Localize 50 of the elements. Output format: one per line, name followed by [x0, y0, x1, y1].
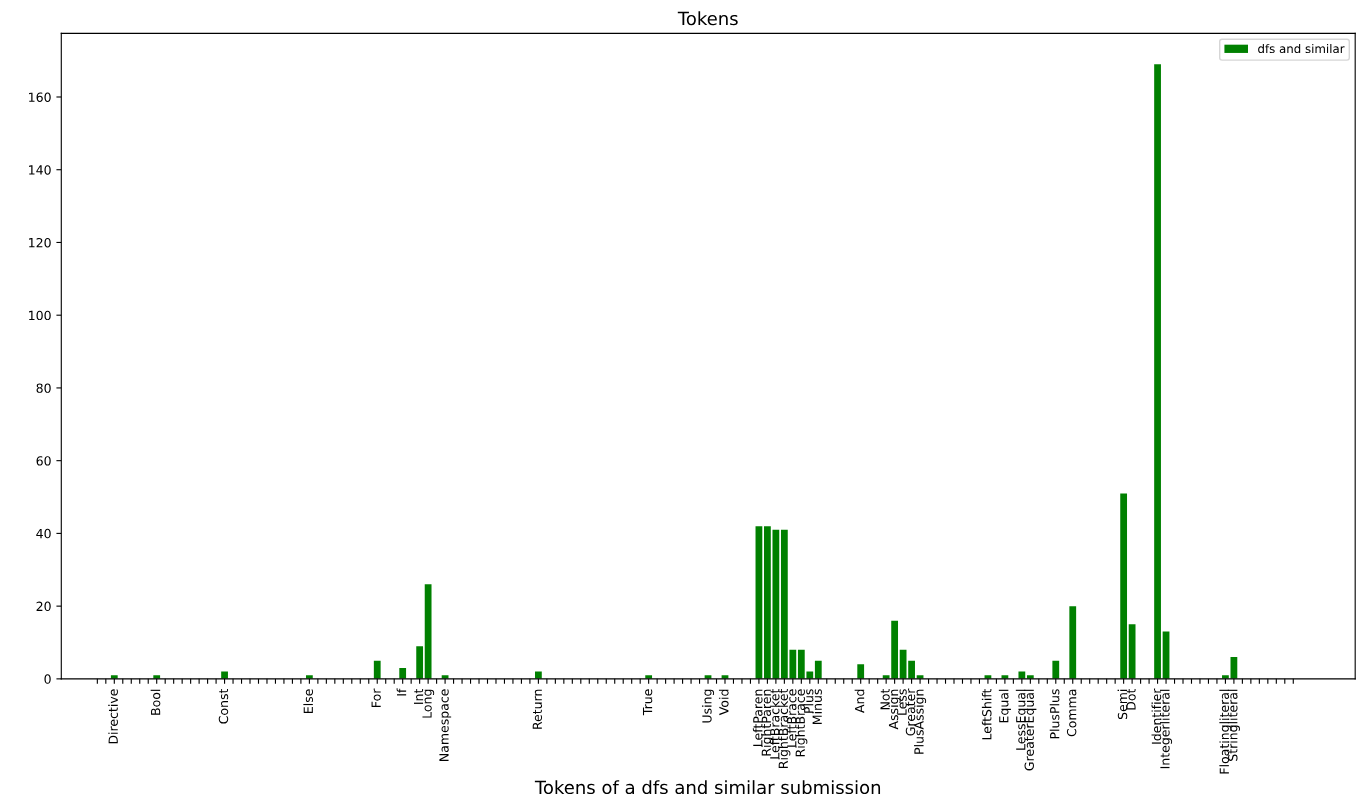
x-tick-label: Int: [413, 688, 424, 704]
bar: [814, 660, 822, 679]
bar: [1154, 64, 1161, 679]
x-tick-label: True: [642, 689, 653, 716]
y-tick-label: 60: [36, 456, 51, 466]
x-tick-label: PlusAssign: [914, 689, 927, 754]
bar: [857, 664, 865, 679]
chart-title: Tokens: [677, 11, 738, 26]
y-tick-label: 40: [36, 528, 51, 539]
x-tick-label: Identifier: [1151, 688, 1162, 744]
bar: [1052, 660, 1060, 679]
y-tick-label: 100: [29, 310, 51, 321]
x-tick-label: Return: [532, 689, 543, 729]
legend-label: dfs and similar: [1258, 43, 1345, 54]
x-tick-label: And: [854, 689, 865, 713]
x-tick-label: Dot: [1126, 688, 1136, 710]
x-tick-label: LeftShift: [981, 688, 992, 740]
y-tick-label: 20: [36, 601, 51, 612]
x-tick-label: Using: [701, 689, 715, 723]
x-tick-label: Equal: [998, 689, 1011, 723]
x-tick-label: Void: [718, 689, 729, 716]
bar: [1128, 624, 1136, 679]
x-axis-title: Tokens of a dfs and similar submission: [534, 780, 881, 794]
bar: [424, 584, 432, 679]
y-tick-label: 140: [29, 165, 51, 175]
x-tick-label: Else: [303, 689, 314, 713]
x-tick-label: Long: [422, 689, 435, 718]
x-tick-label: Directive: [108, 689, 118, 744]
y-tick-label: 80: [36, 383, 51, 393]
x-tick-label: For: [371, 688, 381, 707]
bar: [416, 646, 424, 679]
x-tick-label: Not: [880, 688, 890, 710]
x-tick-label: Integerliteral: [1160, 689, 1173, 769]
y-tick-label: 160: [29, 92, 51, 102]
x-tick-label: Bool: [150, 689, 161, 715]
y-tick-label: 120: [29, 237, 51, 248]
bar: [399, 667, 407, 679]
x-tick-label: Greater: [905, 688, 916, 736]
x-tick-label: Namespace: [439, 689, 452, 761]
x-tick-label: LeftParen: [752, 689, 763, 746]
bar: [373, 660, 381, 679]
y-tick-label: 0: [44, 674, 51, 684]
x-tick-label: If: [396, 688, 407, 696]
x-tick-label: Semi: [1117, 689, 1128, 720]
x-tick-label: Minus: [812, 689, 822, 724]
x-tick-label: Const: [218, 688, 229, 724]
bar: [1069, 606, 1077, 679]
x-tick-label: Comma: [1066, 689, 1077, 737]
x-tick-label: PlusPlus: [1049, 689, 1060, 739]
bar: [1120, 493, 1128, 679]
